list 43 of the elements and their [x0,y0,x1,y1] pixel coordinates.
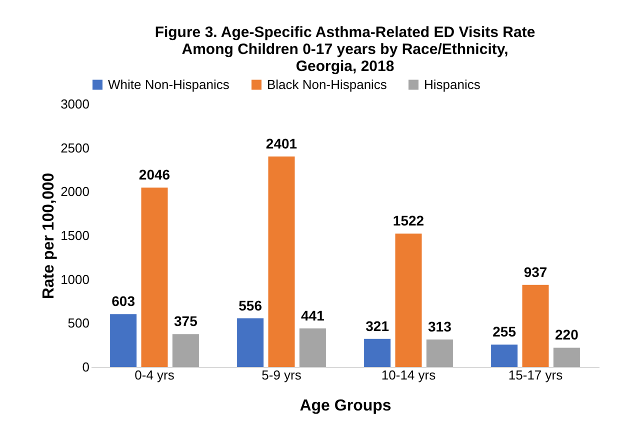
y-tick-label: 1500 [60,228,90,243]
x-tick-label: 10-14 yrs [381,368,436,382]
data-label: 220 [555,326,579,343]
legend-label: White Non-Hispanics [108,76,230,92]
x-tick-label: 5-9 yrs [262,368,302,382]
y-tick-label: 3000 [60,96,90,112]
y-tick-label: 0 [82,360,90,374]
data-label: 255 [492,324,516,340]
data-label: 321 [366,318,390,334]
bar [364,338,391,367]
text: Among Children 0-17 years by Race/Ethnicity, [182,41,508,58]
bar [268,156,295,367]
data-label: 556 [238,297,262,314]
bar [141,188,168,367]
legend-label: Hispanics [424,76,481,92]
y-axis-title: Rate per 100,000 [40,172,58,300]
bar [299,328,326,367]
y-tick-label: 2000 [60,184,90,200]
y-tick-label: 2500 [60,140,90,156]
bar [110,314,137,367]
text: Georgia, 2018 [296,58,394,75]
data-label: 937 [524,264,548,280]
data-label: 441 [301,307,325,324]
data-label: 2046 [138,166,170,183]
bar [237,318,264,367]
y-tick-label: 500 [68,316,90,331]
bar [172,334,199,367]
text: Figure 3. Age-Specific Asthma-Related ED Visits Rate [154,24,536,41]
data-label: 375 [174,313,198,330]
bar [491,344,518,367]
bar [522,284,549,367]
data-label: 313 [428,318,452,335]
bar [553,348,580,367]
y-tick-label: 1000 [60,272,90,287]
x-tick-label: 15-17 yrs [508,368,564,382]
x-axis-title: Age Groups [300,398,392,414]
legend-label: Black Non-Hispanics [267,76,388,92]
bar [395,234,422,367]
bar [426,340,453,367]
x-tick-label: 0-4 yrs [134,368,175,382]
data-label: 2401 [266,136,298,152]
data-label: 603 [112,293,136,310]
data-label: 1522 [392,212,424,229]
